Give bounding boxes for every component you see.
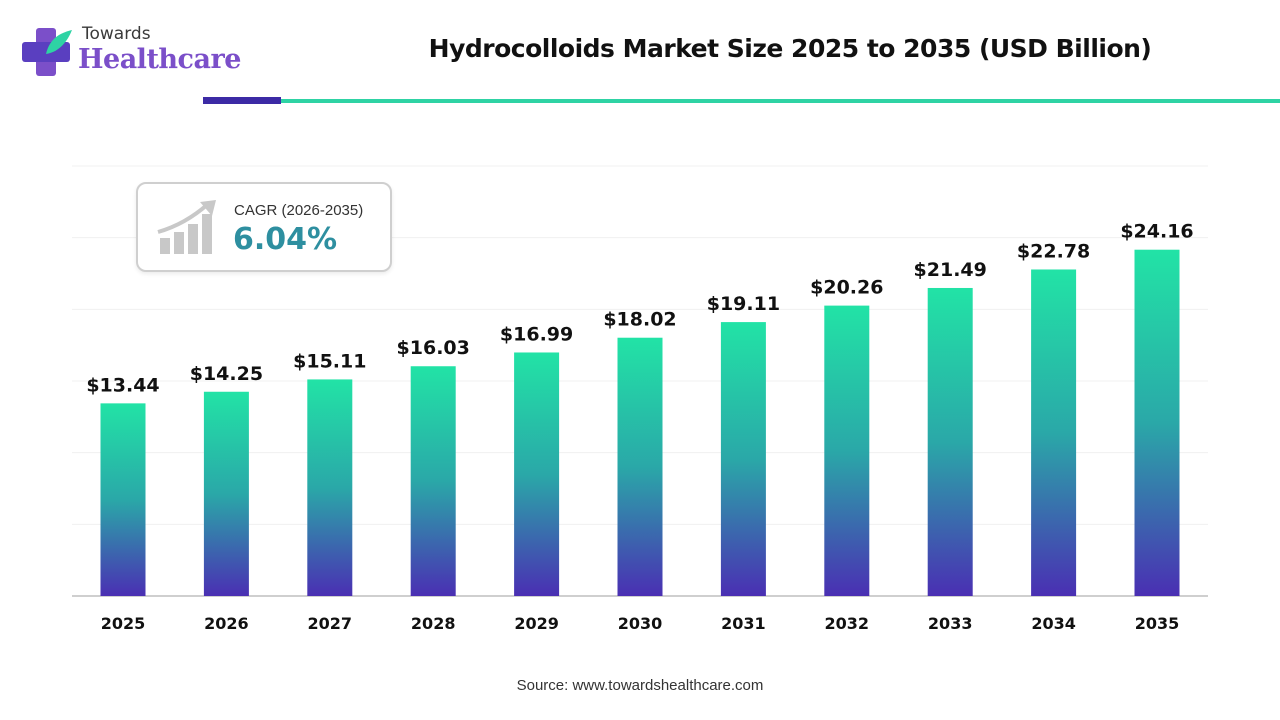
x-tick-2027: 2027 [308,614,353,633]
bar-2033 [927,287,973,596]
growth-chart-icon [157,200,216,254]
bar-2032 [824,305,870,596]
bar-2031 [720,322,766,596]
data-label-2031: $19.11 [707,293,780,315]
data-label-2030: $18.02 [603,309,676,331]
bar-series [100,249,1180,596]
source-note: Source: www.towardshealthcare.com [516,677,764,694]
data-label-2025: $13.44 [86,374,159,396]
data-label-2027: $15.11 [293,350,366,372]
medical-cross-icon [22,28,72,76]
data-label-2028: $16.03 [397,337,470,359]
cagr-label: CAGR (2026-2035) [234,202,364,219]
x-tick-2034: 2034 [1031,614,1076,633]
bar-2025 [100,403,146,596]
bar-2029 [514,352,560,596]
data-label-2035: $24.16 [1120,221,1193,243]
data-labels: $13.44 $14.25 $15.11 $16.03 $16.99 $18.02 $19.… [86,221,1193,397]
bar-2027 [307,379,353,596]
data-label-2033: $21.49 [914,259,987,281]
brand-logo: Towards Healthcare [20,18,250,88]
bar-2035 [1134,249,1180,596]
title-rule [281,99,1280,103]
x-tick-2032: 2032 [825,614,870,633]
x-tick-2030: 2030 [618,614,663,633]
x-tick-2028: 2028 [411,614,456,633]
x-tick-2033: 2033 [928,614,973,633]
bar-2026 [203,391,249,596]
data-label-2032: $20.26 [810,277,883,299]
data-label-2034: $22.78 [1017,240,1090,262]
bar-2028 [410,366,456,596]
x-tick-2029: 2029 [514,614,559,633]
chart-title: Hydrocolloids Market Size 2025 to 2035 (… [428,34,1152,63]
x-axis-ticks: 2025 2026 2027 2028 2029 2030 2031 2032 2033 2034… [101,614,1180,633]
title-rule-accent [203,97,281,104]
data-label-2026: $14.25 [190,363,263,385]
x-tick-2025: 2025 [101,614,146,633]
logo-text-towards: Towards [82,24,151,44]
x-tick-2026: 2026 [204,614,249,633]
bar-2030 [617,337,663,596]
bar-2034 [1031,269,1077,596]
x-tick-2031: 2031 [721,614,766,633]
x-tick-2035: 2035 [1135,614,1180,633]
data-label-2029: $16.99 [500,323,573,345]
cagr-callout: CAGR (2026-2035) 6.04% [136,182,392,272]
logo-text-healthcare: Healthcare [78,44,241,75]
cagr-value: 6.04% [233,222,338,257]
